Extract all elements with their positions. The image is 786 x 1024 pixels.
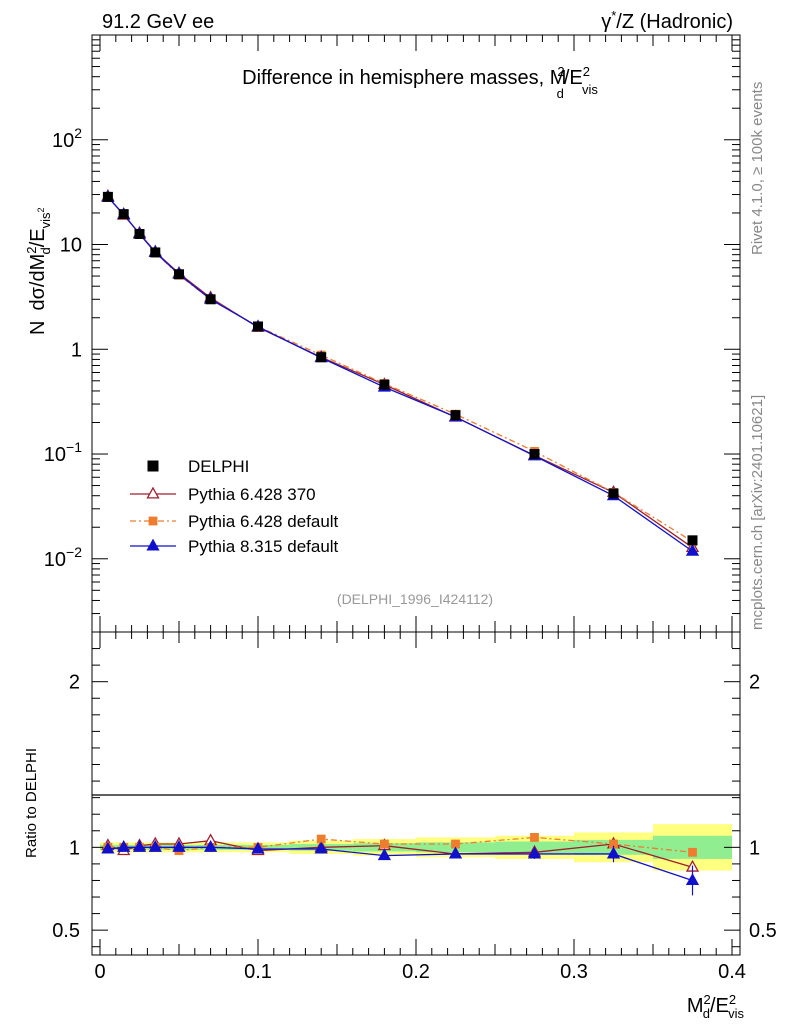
ratio-data-point (203, 839, 218, 852)
ratio-panel: Ratio to DELPHI 0.5 0.51 12 20 0.1 0.2 0.3 0.4 … (23, 631, 777, 1021)
ratio-data-point (609, 839, 618, 849)
x-tick-label: 0 (94, 961, 105, 983)
main-series-group (101, 188, 700, 556)
x-axis-label: M2 d/E2 vis (687, 992, 745, 1021)
ratio-data-point (251, 841, 265, 854)
ratio-series-group (101, 832, 700, 896)
legend: DELPHI Pythia 6.428 370 Pythia 6.428 defau… (130, 457, 339, 556)
x-tick-label: 0.1 (244, 961, 272, 983)
ratio-data-point (448, 846, 463, 859)
main-y-tick-label: 10−1 (44, 439, 82, 466)
main-data-point (529, 449, 540, 460)
rivet-version-label: Rivet 4.1.0, ≥ 100k events (749, 82, 766, 255)
main-y-tick-label: 10 (60, 235, 82, 257)
ratio-data-point (685, 873, 700, 885)
x-tick-label: 0.2 (402, 961, 430, 983)
legend-marker (146, 538, 160, 551)
green-band (653, 835, 732, 859)
mcplots-label: mcplots.cern.ch [arXiv:2401.10621] (749, 395, 766, 630)
ratio-data-point (117, 839, 131, 852)
header-energy-label: 91.2 GeV ee (102, 11, 214, 33)
ratio-tick-labels: 0.5 0.5 1 1 2 2 0 0.1 0.2 0.3 0.4 (52, 672, 777, 983)
ratio-y-tick-label-right: 2 (749, 672, 760, 694)
main-data-point (685, 543, 700, 556)
ratio-y-tick-label-right: 1 (749, 837, 760, 859)
ratio-series-2 (101, 839, 700, 896)
x-tick-label: 0.3 (560, 961, 588, 983)
ratio-data-point (530, 832, 539, 842)
main-title: Difference in hemisphere masses, M2 d/E2 v… (242, 64, 598, 101)
ratio-data-point (101, 841, 115, 854)
main-data-point (608, 488, 619, 499)
legend-label: Pythia 6.428 default (188, 512, 339, 531)
ratio-axis-ticks (92, 632, 740, 955)
ratio-y-tick-label: 2 (69, 672, 80, 694)
main-panel: Difference in hemisphere masses, M2 d/E2 v… (24, 34, 741, 633)
main-y-tick-label: 1 (71, 339, 82, 361)
main-y-tick-label: 10−2 (44, 544, 82, 571)
ratio-data-point (148, 839, 162, 852)
ratio-y-tick-label-right: 0.5 (749, 920, 777, 942)
ratio-data-point (380, 839, 389, 849)
legend-label: Pythia 8.315 default (188, 537, 339, 556)
main-y-tick-labels: 10−2 10−1 1 10 102 (44, 125, 82, 571)
ratio-y-tick-label: 0.5 (52, 920, 80, 942)
ratio-data-point (377, 848, 392, 861)
main-data-point (134, 228, 145, 239)
main-series-0 (102, 191, 698, 546)
legend-label: Pythia 6.428 370 (188, 485, 316, 504)
x-tick-label: 0.4 (718, 961, 746, 983)
ratio-data-point (688, 847, 697, 857)
main-data-point (174, 269, 184, 280)
main-data-point (316, 352, 327, 363)
ratio-y-axis-label: Ratio to DELPHI (23, 748, 40, 858)
ratio-frame (91, 631, 741, 956)
ratio-data-point (172, 839, 186, 852)
ratio-data-point (132, 839, 147, 852)
ratio-data-point (314, 841, 328, 854)
main-data-point (150, 247, 161, 258)
ratio-data-point (316, 834, 326, 844)
ratio-data-point (527, 846, 542, 859)
legend-marker (148, 516, 158, 526)
legend-marker (146, 486, 160, 499)
main-data-point (450, 410, 461, 421)
legend-label: DELPHI (188, 457, 249, 476)
main-data-point (205, 294, 216, 305)
main-data-point (102, 191, 113, 202)
main-data-point (253, 321, 263, 332)
ratio-data-point (606, 846, 621, 859)
ratio-data-point (451, 839, 460, 849)
legend-marker (147, 460, 159, 472)
main-axis-ticks (92, 35, 740, 633)
main-data-point (118, 209, 129, 220)
analysis-watermark: (DELPHI_1996_I424112) (337, 591, 493, 607)
ratio-y-tick-label: 1 (69, 837, 80, 859)
main-data-point (379, 379, 390, 390)
header-process-label: γ*/Z (Hadronic) (601, 8, 733, 33)
main-y-axis-label: Ndσ/dM2d/Evis2 (24, 207, 53, 335)
main-y-tick-label: 102 (52, 125, 82, 152)
main-data-point (687, 535, 698, 546)
